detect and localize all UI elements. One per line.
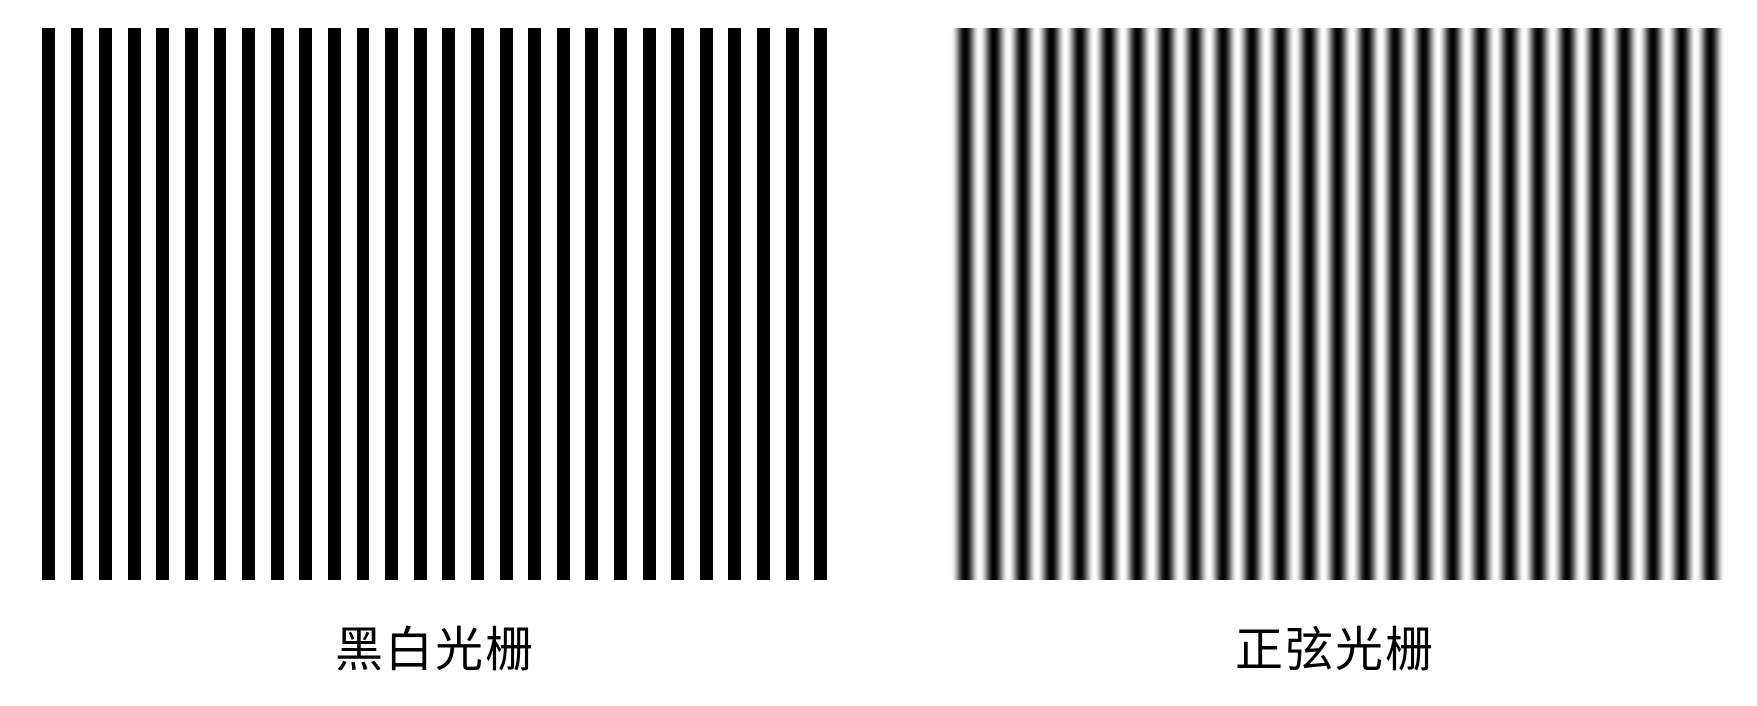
grating-bar bbox=[328, 28, 341, 580]
grating-bar bbox=[528, 28, 542, 580]
square-wave-panel: 黑白光栅 bbox=[20, 0, 830, 706]
grating-bar bbox=[556, 28, 570, 580]
grating-bar bbox=[242, 28, 256, 580]
grating-bar bbox=[385, 28, 399, 580]
grating-bar bbox=[585, 28, 599, 580]
black-white-grating-caption: 黑白光栅 bbox=[334, 622, 535, 678]
grating-bar bbox=[442, 28, 456, 580]
sinusoidal-grating bbox=[951, 28, 1725, 580]
grating-bar bbox=[70, 28, 84, 580]
grating-bar bbox=[156, 28, 170, 580]
grating-bar bbox=[785, 28, 799, 580]
grating-bar bbox=[642, 28, 656, 580]
sinusoidal-grating-caption: 正弦光栅 bbox=[1234, 622, 1435, 678]
grating-bar bbox=[814, 28, 828, 580]
grating-bar bbox=[99, 28, 113, 580]
grating-bar bbox=[42, 28, 55, 580]
grating-bar bbox=[413, 28, 427, 580]
grating-bar bbox=[270, 28, 284, 580]
grating-bar bbox=[185, 28, 198, 580]
grating-bar bbox=[728, 28, 742, 580]
grating-bar bbox=[356, 28, 370, 580]
grating-bar bbox=[614, 28, 627, 580]
grating-bar bbox=[671, 28, 685, 580]
black-white-grating bbox=[42, 28, 830, 580]
grating-bar bbox=[699, 28, 713, 580]
grating-bar bbox=[127, 28, 141, 580]
grating-bar bbox=[213, 28, 227, 580]
grating-bar bbox=[499, 28, 513, 580]
sine-wave-panel: 正弦光栅 bbox=[920, 0, 1725, 706]
grating-bar bbox=[299, 28, 313, 580]
grating-bar bbox=[471, 28, 484, 580]
grating-bar bbox=[757, 28, 770, 580]
